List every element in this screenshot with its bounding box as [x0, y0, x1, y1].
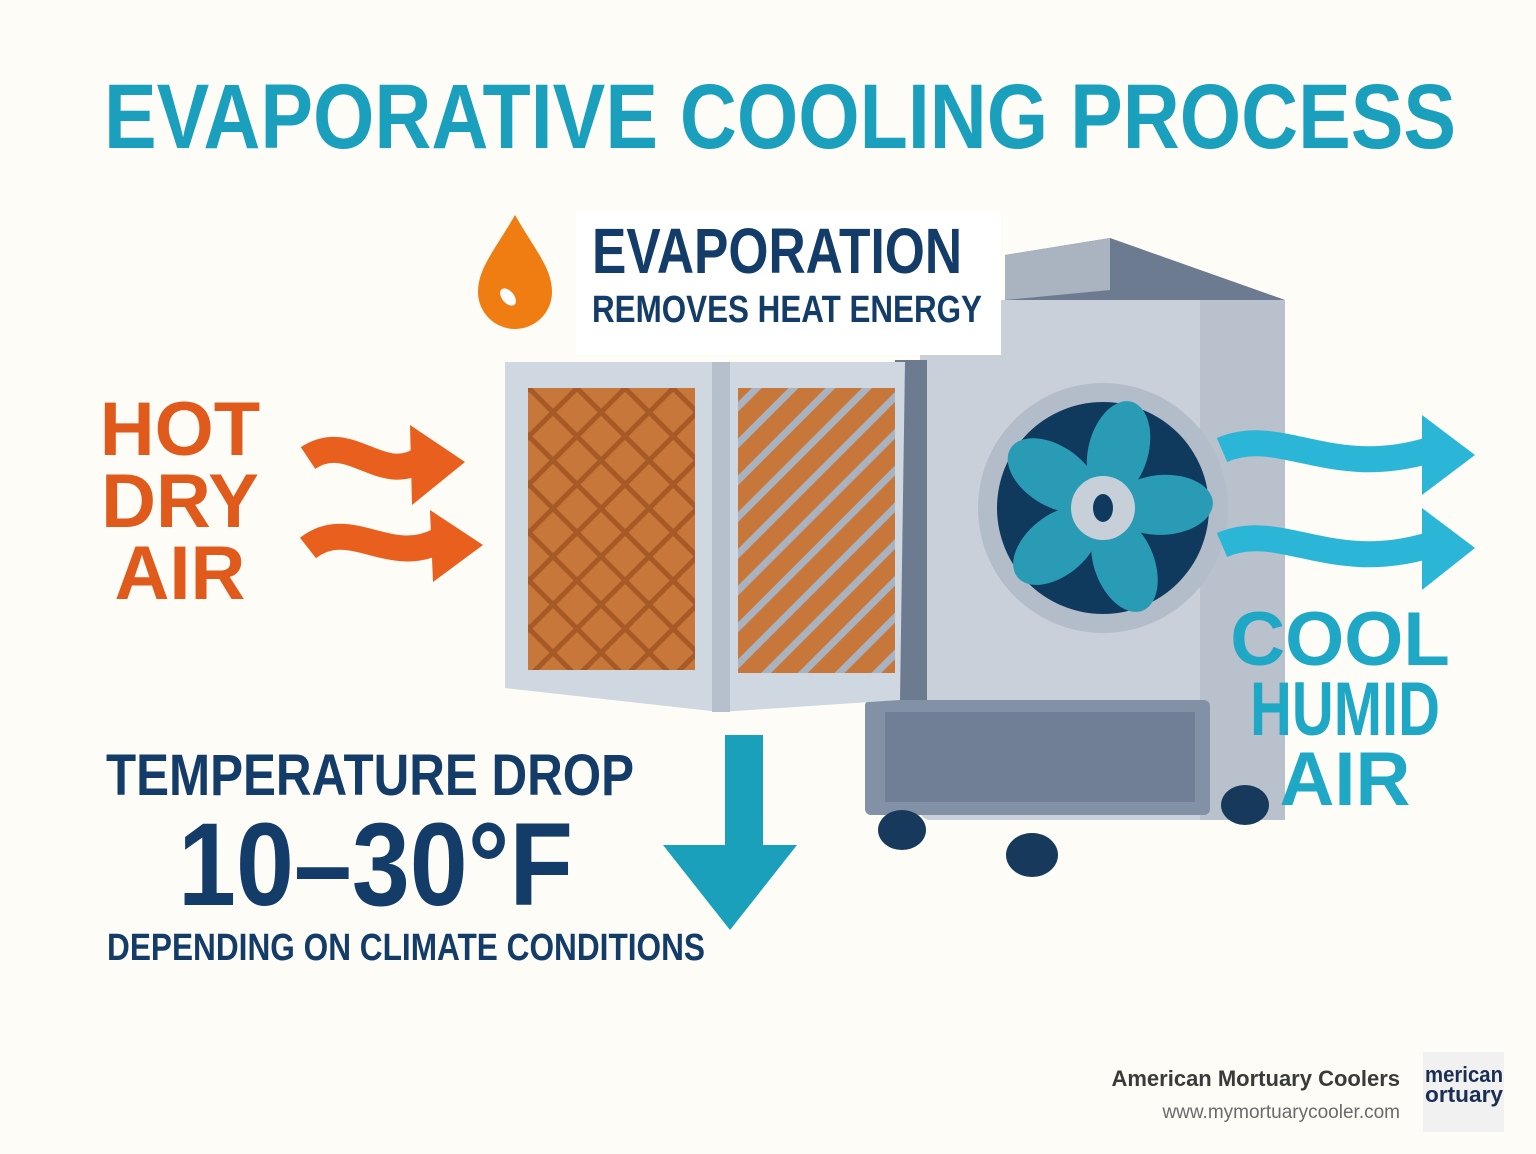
pad-left: [528, 388, 695, 670]
logo-line: ortuary: [1425, 1082, 1504, 1107]
temperature-note: DEPENDING ON CLIMATE CONDITIONS: [107, 927, 705, 969]
cooler-base-panel: [885, 712, 1195, 802]
drop-shine: [500, 288, 516, 306]
fan-axle: [1093, 494, 1113, 522]
temperature-heading: TEMPERATURE DROP: [106, 743, 634, 808]
down-arrow-shaft: [725, 735, 763, 847]
temperature-range: 10–30°F: [178, 799, 573, 931]
evaporation-subheading: REMOVES HEAT ENERGY: [592, 289, 982, 331]
hot-arrow: [300, 436, 427, 480]
company-name: American Mortuary Coolers: [1111, 1066, 1400, 1091]
cool-arrow: [1216, 525, 1434, 568]
water-drop: [478, 215, 552, 329]
wheel: [878, 810, 926, 850]
arrowhead: [430, 510, 483, 582]
hot-line: HOT: [100, 387, 260, 472]
arrowhead: [1422, 415, 1475, 495]
website: www.mymortuarycooler.com: [1161, 1102, 1400, 1123]
logo: [1423, 1052, 1504, 1132]
arrowhead: [1422, 508, 1475, 590]
logo-line: merican: [1425, 1062, 1503, 1087]
cooling-pads: [505, 362, 905, 712]
cool-line: AIR: [1280, 737, 1411, 822]
hot-line: AIR: [115, 531, 246, 616]
pad-divider: [712, 362, 730, 712]
cool-arrow: [1216, 430, 1434, 473]
hot-arrow: [299, 523, 447, 562]
hot-arrows: [299, 436, 447, 562]
arrowhead: [410, 425, 465, 505]
hot-air-text: HOT DRY AIR: [100, 387, 260, 616]
pad-right: [738, 388, 895, 673]
wheel: [1006, 833, 1058, 877]
cool-line: COOL: [1230, 597, 1450, 682]
cooler-top-front: [1005, 238, 1110, 300]
evaporation-heading: EVAPORATION: [592, 215, 962, 287]
cool-air-text: COOL HUMID AIR: [1230, 597, 1450, 822]
label-box: [576, 212, 1001, 355]
hot-line: DRY: [101, 459, 259, 544]
title: EVAPORATIVE COOLING PROCESS: [104, 66, 1456, 168]
wheel: [1221, 785, 1269, 825]
down-arrow-head: [663, 845, 797, 930]
cool-arrows: [1216, 430, 1434, 568]
cool-line: HUMID: [1250, 667, 1440, 752]
